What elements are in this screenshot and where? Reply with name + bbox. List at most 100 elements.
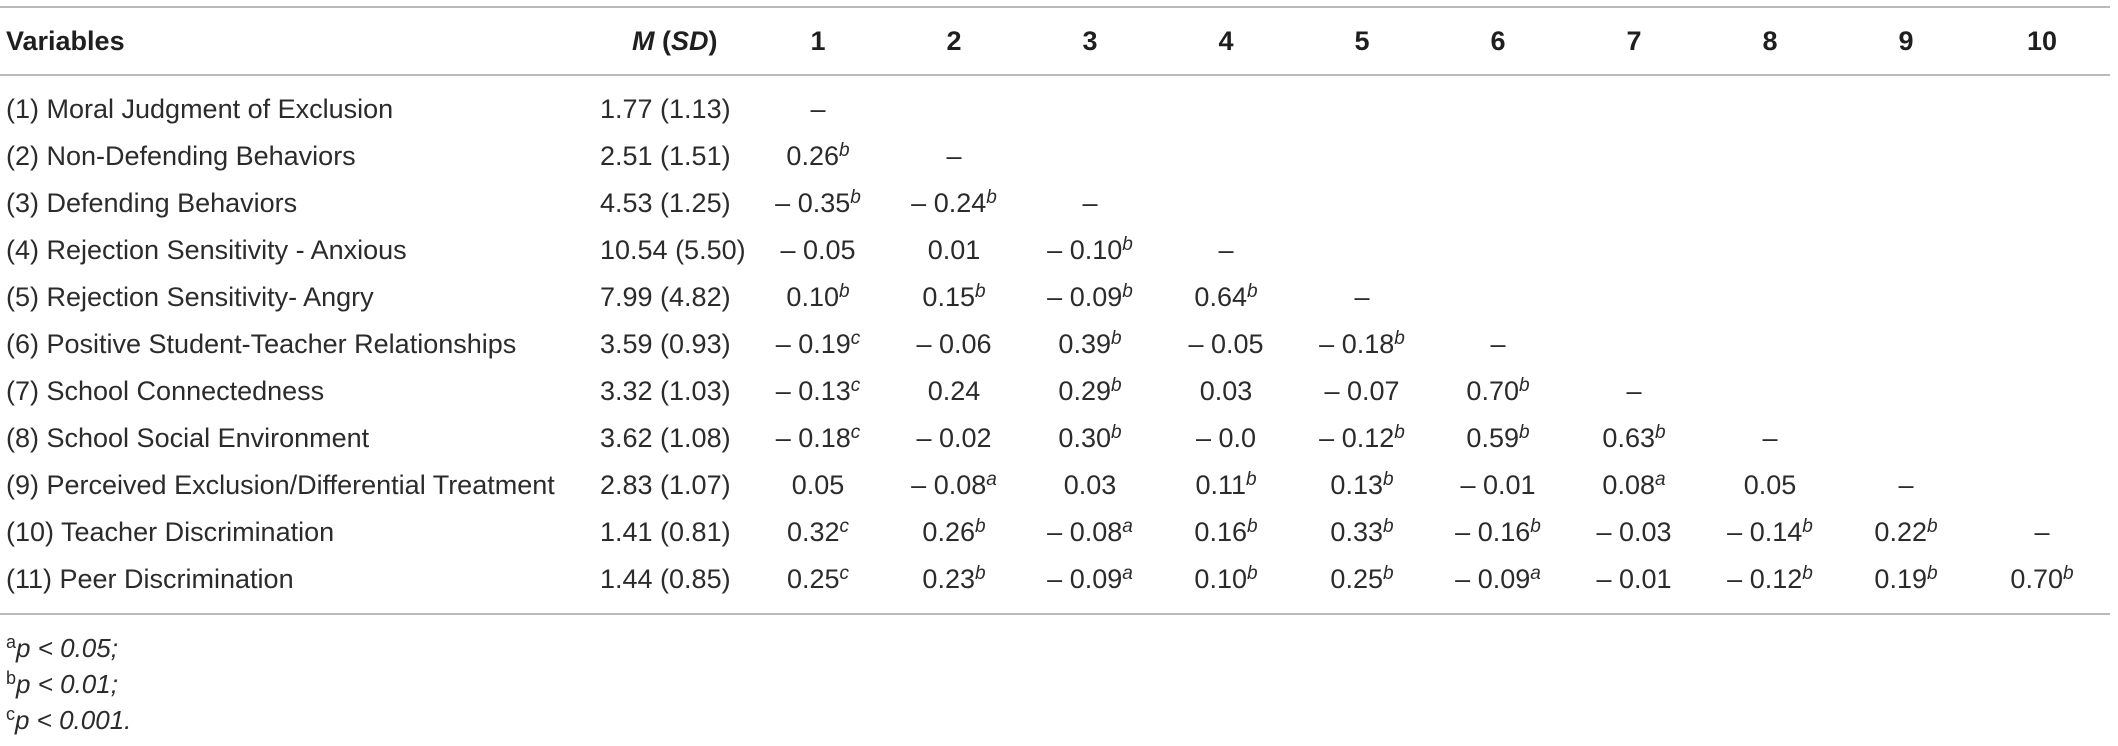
correlation-value: 0.25 bbox=[1330, 564, 1383, 594]
variable-label: (5) Rejection Sensitivity- Angry bbox=[6, 282, 374, 312]
correlation-cell bbox=[1838, 180, 1974, 227]
footnote-mark: a bbox=[6, 632, 17, 652]
correlation-cell bbox=[1566, 180, 1702, 227]
correlation-value: 0.29 bbox=[1058, 376, 1111, 406]
correlation-cell: 0.10b bbox=[1158, 556, 1294, 614]
correlation-cell bbox=[1702, 227, 1838, 274]
correlation-value: 0.16 bbox=[1194, 517, 1247, 547]
correlation-cell: 0.24 bbox=[886, 368, 1022, 415]
footnote-mark: b bbox=[6, 668, 17, 688]
variable-label: (8) School Social Environment bbox=[6, 423, 370, 453]
column-header: 10 bbox=[2026, 25, 2058, 56]
correlation-value: – 0.01 bbox=[1460, 470, 1536, 500]
correlation-cell bbox=[1158, 75, 1294, 133]
correlation-cell: 0.25b bbox=[1294, 556, 1430, 614]
significance-marker: a bbox=[1654, 469, 1666, 490]
table-row: (4) Rejection Sensitivity - Anxious 10.54… bbox=[0, 227, 2110, 274]
significance-marker: b bbox=[1122, 281, 1133, 302]
correlation-cell: – bbox=[1838, 462, 1974, 509]
correlation-cell: – 0.03 bbox=[1566, 509, 1702, 556]
correlation-cell bbox=[1974, 462, 2110, 509]
correlation-cell: 0.22b bbox=[1838, 509, 1974, 556]
correlation-value: – bbox=[2034, 517, 2050, 547]
significance-marker: c bbox=[850, 422, 861, 443]
correlation-cell bbox=[1294, 227, 1430, 274]
correlation-value: – 0.07 bbox=[1324, 376, 1400, 406]
variables-header: Variables bbox=[6, 25, 125, 56]
mean-sd-value: 3.62 (1.08) bbox=[600, 423, 731, 453]
correlation-cell bbox=[1702, 133, 1838, 180]
footnote-text: p < 0.01; bbox=[16, 669, 118, 699]
correlation-cell bbox=[1974, 180, 2110, 227]
correlation-value: – 0.08 bbox=[911, 470, 987, 500]
table-row: (1) Moral Judgment of Exclusion 1.77 (1.1… bbox=[0, 75, 2110, 133]
significance-marker: b bbox=[1802, 516, 1813, 537]
correlation-cell: – bbox=[1702, 415, 1838, 462]
correlation-cell: – bbox=[886, 133, 1022, 180]
correlation-cell: 0.59b bbox=[1430, 415, 1566, 462]
significance-marker: b bbox=[1110, 375, 1122, 396]
correlation-cell: – bbox=[1566, 368, 1702, 415]
correlation-cell: – 0.02 bbox=[886, 415, 1022, 462]
correlation-cell bbox=[1566, 133, 1702, 180]
significance-marker: b bbox=[1530, 516, 1541, 537]
correlation-cell: 0.08a bbox=[1566, 462, 1702, 509]
correlation-cell: 0.11b bbox=[1158, 462, 1294, 509]
correlation-cell: 0.19b bbox=[1838, 556, 1974, 614]
mean-sd-value: 1.44 (0.85) bbox=[600, 564, 731, 594]
variable-label: (9) Perceived Exclusion/Differential Tre… bbox=[6, 470, 555, 500]
correlation-cell bbox=[1294, 180, 1430, 227]
correlation-cell bbox=[1430, 180, 1566, 227]
footnote: ap < 0.05; bbox=[6, 630, 131, 666]
table-row: (5) Rejection Sensitivity- Angry 7.99 (4.… bbox=[0, 274, 2110, 321]
variable-label: (11) Peer Discrimination bbox=[6, 564, 294, 594]
correlation-value: 0.05 bbox=[791, 470, 845, 500]
significance-marker: b bbox=[1394, 422, 1405, 443]
mean-sd-value: 3.32 (1.03) bbox=[600, 376, 731, 406]
correlation-cell bbox=[1566, 274, 1702, 321]
correlation-cell: – 0.09a bbox=[1022, 556, 1158, 614]
column-header: 2 bbox=[946, 25, 962, 56]
correlation-value: – 0.05 bbox=[780, 235, 856, 265]
column-header: 3 bbox=[1082, 25, 1098, 56]
correlation-cell bbox=[1838, 227, 1974, 274]
correlation-cell: – bbox=[1158, 227, 1294, 274]
correlation-cell bbox=[1974, 274, 2110, 321]
correlation-cell: 0.03 bbox=[1022, 462, 1158, 509]
correlation-cell bbox=[1294, 133, 1430, 180]
correlation-value: – 0.03 bbox=[1596, 517, 1672, 547]
column-header: 1 bbox=[810, 25, 826, 56]
correlation-value: 0.01 bbox=[927, 235, 981, 265]
significance-marker: b bbox=[838, 281, 850, 302]
mean-label: M bbox=[632, 25, 655, 56]
significance-marker: b bbox=[1394, 328, 1405, 349]
correlation-cell: 0.03 bbox=[1158, 368, 1294, 415]
correlation-value: 0.22 bbox=[1874, 517, 1927, 547]
mean-sd-value: 7.99 (4.82) bbox=[600, 282, 731, 312]
table-row: (8) School Social Environment 3.62 (1.08)… bbox=[0, 415, 2110, 462]
significance-marker: b bbox=[1654, 422, 1666, 443]
correlation-cell: – 0.24b bbox=[886, 180, 1022, 227]
correlation-cell: 0.64b bbox=[1158, 274, 1294, 321]
footnote-mark: c bbox=[6, 704, 15, 724]
significance-marker: b bbox=[1926, 563, 1938, 584]
footnote-text: p < 0.05; bbox=[16, 633, 118, 663]
column-header: 9 bbox=[1898, 25, 1914, 56]
correlation-cell: – 0.10b bbox=[1022, 227, 1158, 274]
correlation-value: – bbox=[1626, 376, 1642, 406]
correlation-cell bbox=[1566, 321, 1702, 368]
correlation-cell: 0.05 bbox=[1702, 462, 1838, 509]
variable-label: (10) Teacher Discrimination bbox=[6, 517, 335, 547]
correlation-value: 0.26 bbox=[922, 517, 975, 547]
correlation-value: – 0.08 bbox=[1047, 517, 1123, 547]
correlation-cell: – 0.08a bbox=[886, 462, 1022, 509]
correlation-cell bbox=[1158, 180, 1294, 227]
correlation-value: 0.26 bbox=[786, 141, 839, 171]
correlation-cell: – bbox=[1022, 180, 1158, 227]
variable-label: (7) School Connectedness bbox=[6, 376, 325, 406]
correlation-cell bbox=[1702, 368, 1838, 415]
correlation-cell: – 0.0 bbox=[1158, 415, 1294, 462]
correlation-cell: 0.05 bbox=[750, 462, 886, 509]
correlation-cell bbox=[1430, 133, 1566, 180]
